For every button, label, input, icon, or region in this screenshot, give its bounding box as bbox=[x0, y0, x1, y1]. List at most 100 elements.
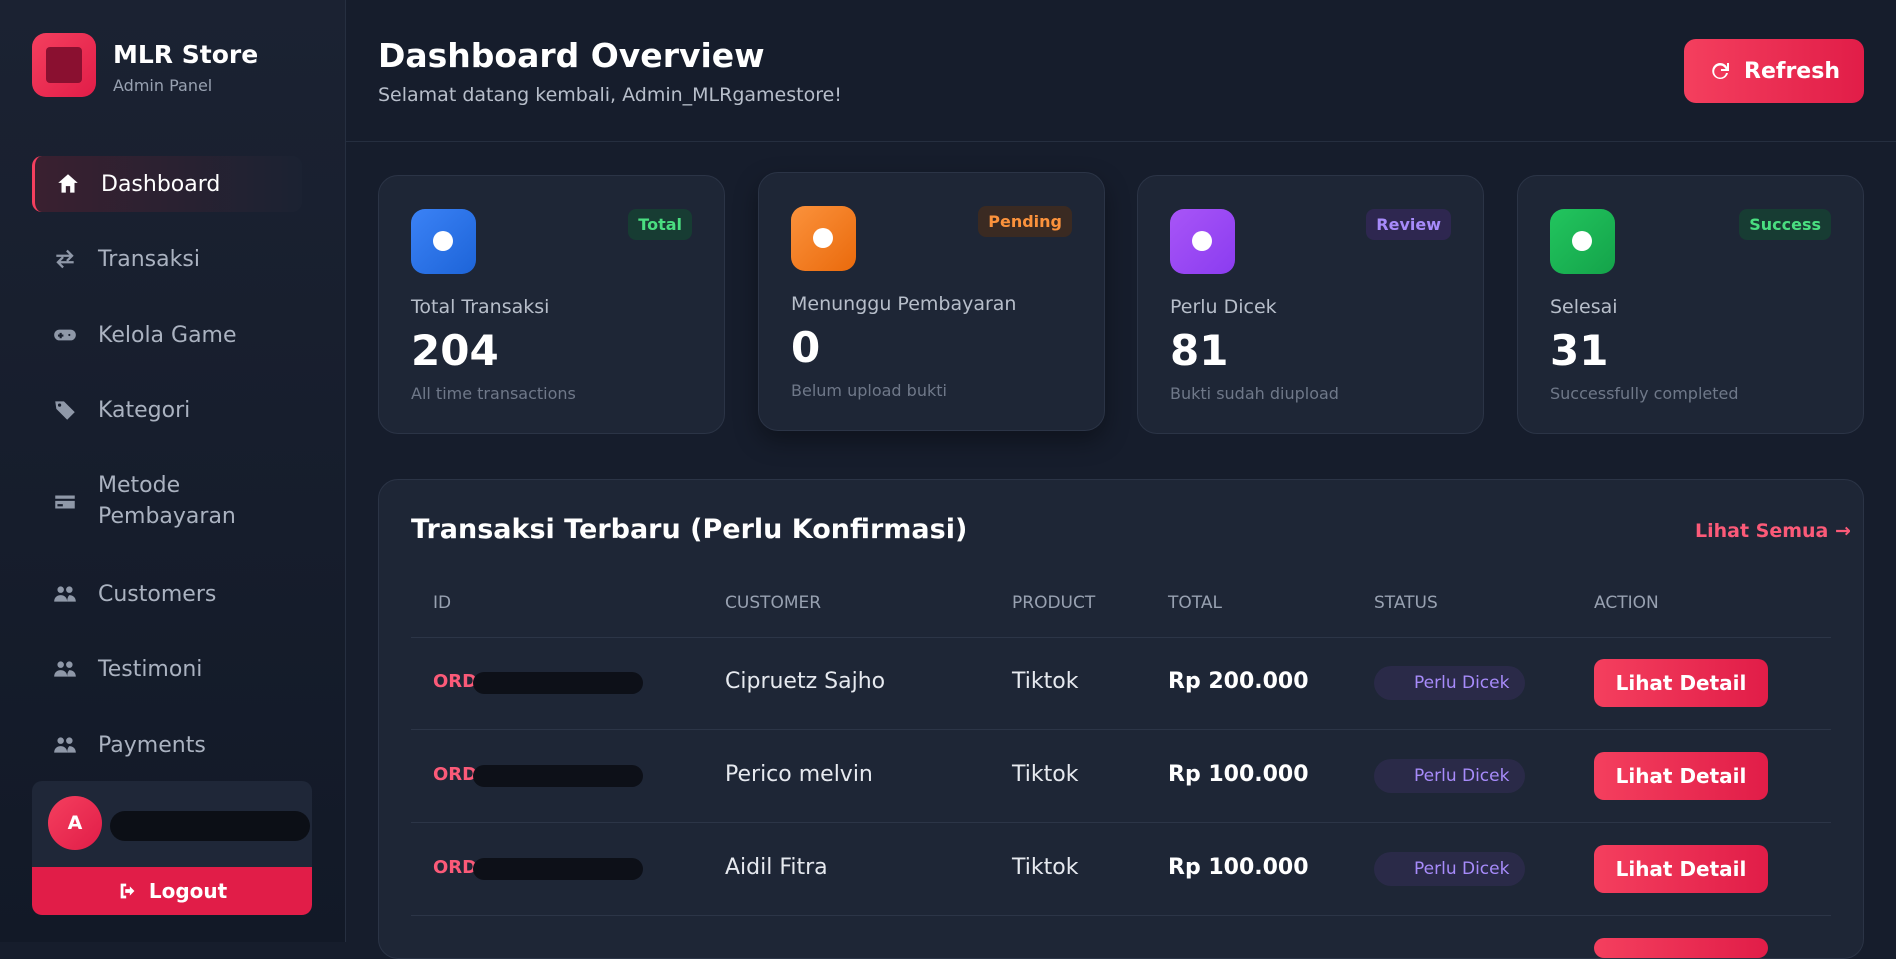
row-divider bbox=[411, 915, 1831, 916]
redacted bbox=[473, 858, 643, 880]
stat-icon bbox=[1170, 209, 1235, 274]
nav-item[interactable]: Kategori bbox=[32, 382, 302, 438]
nav-label: Metode Pembayaran bbox=[98, 473, 236, 529]
stat-note: Belum upload bukti bbox=[791, 381, 947, 400]
column-header: STATUS bbox=[1374, 593, 1438, 613]
icon-glyph bbox=[1572, 231, 1592, 251]
nav-item[interactable]: Kelola Game bbox=[32, 307, 302, 363]
cell: Tiktok bbox=[1012, 762, 1079, 787]
row-divider bbox=[411, 729, 1831, 730]
cell: Aidil Fitra bbox=[725, 855, 828, 880]
logout-button[interactable]: Logout bbox=[32, 867, 312, 915]
nav-icon bbox=[55, 495, 75, 509]
detail-button[interactable]: Lihat Detail bbox=[1594, 752, 1768, 800]
header-divider bbox=[346, 141, 1896, 142]
nav-label: Dashboard bbox=[101, 171, 221, 197]
logo bbox=[32, 33, 96, 97]
column-header: TOTAL bbox=[1168, 593, 1222, 613]
cell: Rp 100.000 bbox=[1168, 855, 1309, 880]
table-title: Transaksi Terbaru (Perlu Konfirmasi) bbox=[411, 514, 968, 545]
nav-item[interactable]: Testimoni bbox=[32, 641, 302, 697]
stat-badge: Review bbox=[1366, 209, 1451, 240]
row-divider bbox=[411, 822, 1831, 823]
nav-icon bbox=[55, 401, 75, 420]
nav-item[interactable]: Dashboard bbox=[32, 156, 302, 212]
stat-card: Review Perlu Dicek 81 Bukti sudah diupload bbox=[1137, 175, 1484, 434]
nav-icon bbox=[54, 661, 76, 677]
stat-card: Success Selesai 31 Successfully completed bbox=[1517, 175, 1864, 434]
stat-note: Successfully completed bbox=[1550, 384, 1739, 403]
view-all-label: Lihat Semua bbox=[1695, 520, 1829, 542]
page-title: Dashboard Overview bbox=[378, 36, 765, 75]
status-pill: Perlu Dicek bbox=[1374, 852, 1526, 886]
cell: Tiktok bbox=[1012, 669, 1079, 694]
detail-button[interactable]: Lihat Detail bbox=[1594, 845, 1768, 893]
nav-label: Testimoni bbox=[98, 656, 203, 682]
redacted bbox=[473, 672, 643, 694]
stat-icon bbox=[1550, 209, 1615, 274]
refresh-icon bbox=[1712, 62, 1730, 79]
detail-button[interactable]: Lihat Detail bbox=[1594, 659, 1768, 707]
stat-note: All time transactions bbox=[411, 384, 576, 403]
stat-label: Selesai bbox=[1550, 296, 1618, 318]
stat-value: 31 bbox=[1550, 326, 1609, 375]
order-id: ORD- bbox=[433, 857, 485, 878]
sidebar: MLR Store Admin Panel Dashboard Transaksi… bbox=[0, 0, 346, 942]
column-header: ACTION bbox=[1594, 593, 1659, 613]
cell: Perico melvin bbox=[725, 762, 873, 787]
stat-value: 0 bbox=[791, 323, 821, 372]
stat-icon bbox=[411, 209, 476, 274]
redacted bbox=[110, 811, 310, 841]
stat-label: Perlu Dicek bbox=[1170, 296, 1277, 318]
redacted bbox=[473, 765, 643, 787]
brand: MLR Store bbox=[113, 40, 259, 69]
nav-label: Transaksi bbox=[98, 246, 200, 272]
nav-label: Payments bbox=[98, 732, 206, 758]
refresh-button[interactable]: Refresh bbox=[1684, 39, 1864, 103]
nav-icon bbox=[54, 737, 76, 753]
order-id: ORD bbox=[433, 764, 478, 785]
column-header: PRODUCT bbox=[1012, 593, 1096, 613]
icon-glyph bbox=[813, 228, 833, 248]
column-header: ID bbox=[433, 593, 452, 613]
stat-label: Menunggu Pembayaran bbox=[791, 293, 1017, 315]
cell: Rp 100.000 bbox=[1168, 762, 1309, 787]
page-subtitle: Selamat datang kembali, Admin_MLRgamesto… bbox=[378, 84, 842, 106]
nav-label: Kelola Game bbox=[98, 322, 237, 348]
refresh-label: Refresh bbox=[1744, 58, 1840, 84]
order-id: ORD bbox=[433, 671, 478, 692]
cell: Cipruetz Sajho bbox=[725, 669, 886, 694]
column-header: CUSTOMER bbox=[725, 593, 822, 613]
icon-glyph bbox=[1192, 231, 1212, 251]
nav-label: Kategori bbox=[98, 397, 191, 423]
user-box: A Logout bbox=[32, 781, 312, 915]
logout-label: Logout bbox=[148, 879, 228, 903]
nav-item[interactable]: Customers bbox=[32, 566, 302, 622]
icon-glyph bbox=[433, 231, 453, 251]
action-button-partial bbox=[1594, 938, 1768, 958]
nav-item[interactable]: Transaksi bbox=[32, 231, 302, 287]
nav-item[interactable]: Payments bbox=[32, 717, 302, 773]
header-divider bbox=[411, 637, 1831, 638]
cell: Rp 200.000 bbox=[1168, 669, 1309, 694]
nav-icon bbox=[56, 249, 74, 269]
stat-card: Total Total Transaksi 204 All time transact… bbox=[378, 175, 725, 434]
stat-label: Total Transaksi bbox=[411, 296, 550, 318]
view-all-link[interactable]: Lihat Semua → bbox=[1695, 520, 1851, 542]
nav-icon bbox=[58, 174, 78, 193]
stat-badge: Success bbox=[1739, 209, 1831, 240]
stat-badge: Total bbox=[628, 209, 692, 240]
stat-note: Bukti sudah diupload bbox=[1170, 384, 1339, 403]
avatar: A bbox=[48, 796, 102, 850]
nav-item[interactable]: Metode Pembayaran bbox=[32, 470, 302, 534]
stat-icon bbox=[791, 206, 856, 271]
status-pill: Perlu Dicek bbox=[1374, 759, 1526, 793]
status-pill: Perlu Dicek bbox=[1374, 666, 1526, 700]
stat-badge: Pending bbox=[978, 206, 1072, 237]
logout-icon bbox=[120, 883, 135, 899]
nav-icon bbox=[54, 329, 76, 341]
nav-icon bbox=[54, 586, 76, 602]
stat-value: 204 bbox=[411, 326, 499, 375]
nav-label: Customers bbox=[98, 581, 217, 607]
